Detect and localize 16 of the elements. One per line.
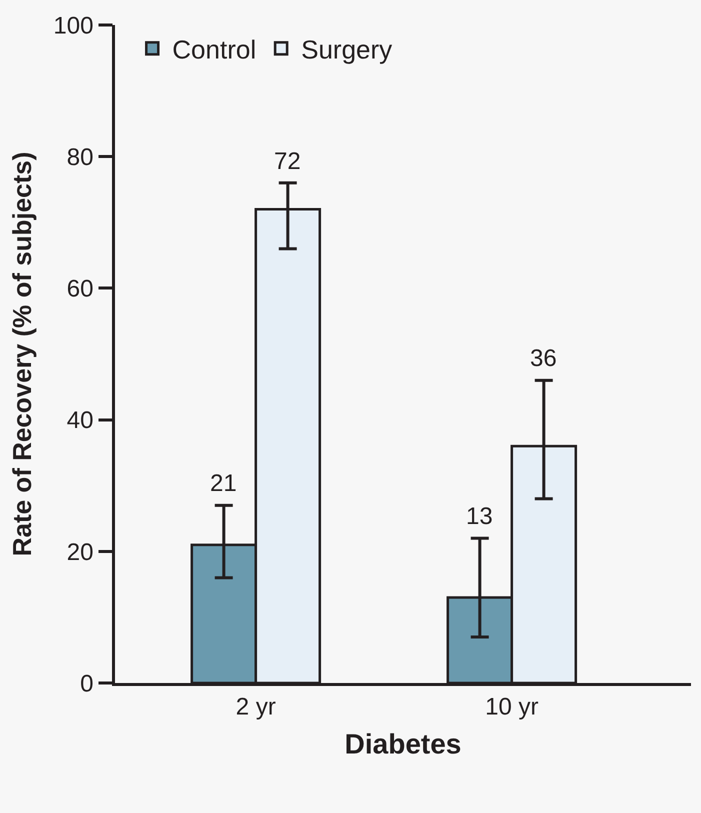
data-label: 21 (210, 470, 237, 497)
data-label: 72 (274, 148, 301, 175)
x-tick-label: 10 yr (485, 694, 538, 721)
data-label: 13 (466, 503, 493, 530)
y-tick-label: 100 (53, 12, 94, 40)
y-tick-label: 20 (66, 538, 94, 566)
x-tick-label: 2 yr (236, 694, 276, 721)
y-tick-label: 60 (66, 276, 94, 303)
y-tick-label: 40 (66, 407, 94, 434)
legend-label: Surgery (301, 34, 392, 65)
y-tick-label: 80 (66, 144, 94, 171)
data-label: 36 (530, 345, 557, 372)
x-axis-title: Diabetes (344, 728, 462, 760)
y-tick-label: 0 (80, 670, 94, 698)
y-axis-title: Rate of Recovery (% of subjects) (6, 152, 37, 556)
legend-label: Control (172, 34, 256, 65)
